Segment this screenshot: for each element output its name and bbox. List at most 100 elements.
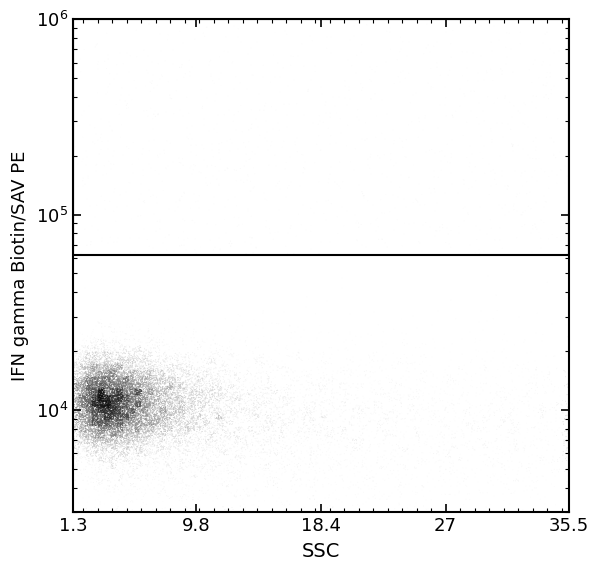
Point [186,384,196,393]
Point [101,379,111,388]
Point [111,395,121,404]
Point [130,392,139,401]
Point [94,391,103,400]
Point [112,413,121,422]
Point [86,403,95,412]
Point [338,386,348,395]
Point [80,394,89,403]
Point [143,410,153,419]
Point [133,390,142,399]
Point [94,414,103,423]
Point [96,400,106,409]
Point [408,351,418,360]
Point [78,391,88,400]
Point [564,428,574,438]
Point [160,486,170,495]
Point [214,148,224,157]
Point [164,419,173,428]
Point [82,374,92,383]
Point [72,251,82,260]
Point [114,412,124,422]
Point [390,452,400,462]
Point [340,76,350,85]
Point [117,388,127,398]
Point [134,365,143,374]
Point [111,429,121,438]
Point [128,363,137,372]
Point [141,385,151,394]
Point [166,366,175,375]
Point [105,430,115,439]
Point [200,374,210,383]
Point [175,424,184,433]
Point [68,374,78,383]
Point [111,403,121,412]
Point [95,431,105,440]
Point [258,487,268,496]
Point [97,408,106,418]
Point [479,418,488,427]
Point [242,366,252,375]
Point [364,443,374,452]
Point [476,401,485,410]
Point [415,239,425,248]
Point [68,432,78,441]
Point [485,500,494,509]
Point [205,352,214,362]
Point [94,432,103,442]
Point [398,143,407,152]
Point [170,400,179,409]
Point [383,419,392,428]
Point [72,408,82,417]
Point [96,402,106,411]
Point [328,467,337,476]
Point [84,380,94,389]
Point [214,441,223,450]
Point [105,372,115,382]
Point [104,454,113,463]
Point [196,399,206,408]
Point [243,49,253,58]
Point [104,394,114,403]
Point [84,438,94,447]
Point [100,429,109,438]
Point [151,428,160,437]
Point [115,458,125,467]
Point [162,353,172,362]
Point [76,410,86,419]
Point [136,392,145,401]
Point [74,406,83,415]
Point [122,387,131,396]
Point [85,391,95,400]
Point [135,468,145,478]
Point [140,380,150,389]
Point [127,362,136,371]
Point [100,402,109,411]
Point [126,398,136,407]
Point [314,329,323,338]
Point [160,459,169,468]
Point [222,466,232,475]
Point [134,402,144,411]
Point [83,431,92,440]
Point [153,392,163,402]
Point [78,389,88,398]
Point [233,415,243,424]
Point [179,401,189,410]
Point [73,385,82,394]
Point [215,423,224,432]
Point [115,406,125,415]
Point [88,383,98,392]
Point [90,403,100,412]
Point [168,375,178,384]
Point [99,408,109,417]
Point [167,94,176,103]
Point [78,440,88,449]
Point [301,411,311,420]
Point [101,420,111,430]
Point [108,399,118,408]
Point [166,355,175,364]
Point [124,67,134,77]
Point [256,406,266,415]
Point [485,14,494,23]
